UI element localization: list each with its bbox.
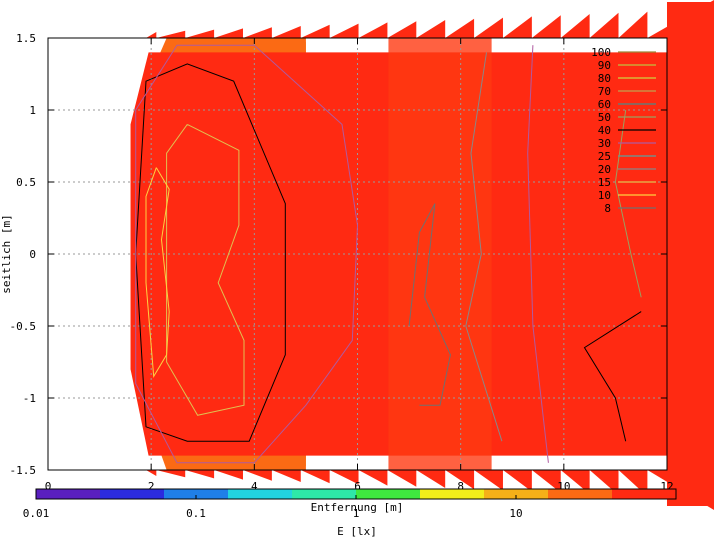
y-tick-label: 1.5 [16, 32, 36, 45]
colorbar-tick-label: 0.1 [186, 507, 206, 520]
colorbar-segment [228, 489, 293, 499]
colorbar-tick-label: 10 [509, 507, 522, 520]
x-axis-label: Entfernung [m] [311, 501, 404, 514]
y-tick-label: -1 [23, 392, 36, 405]
y-tick-label: 0.5 [16, 176, 36, 189]
y-axis-label: seitlich [m] [0, 214, 13, 293]
x-tick-label: 2 [148, 480, 155, 493]
colorbar-tick-label: 1 [353, 507, 360, 520]
colorbar-segment [292, 489, 357, 499]
legend-entry-label: 100 [591, 46, 611, 59]
legend-entry-label: 10 [598, 189, 611, 202]
legend-entry-label: 30 [598, 137, 611, 150]
contour-line-20 [465, 52, 503, 442]
legend-entry-label: 15 [598, 176, 611, 189]
colorbar-segment [164, 489, 229, 499]
colorbar-segment [484, 489, 549, 499]
colorbar-segment [612, 489, 677, 499]
plot-grid [48, 38, 667, 470]
y-tick-label: -0.5 [10, 320, 37, 333]
legend-entry-label: 25 [598, 150, 611, 163]
axis-ticks: 1.510.50-0.5-1-1.50 2 4 6 8 10 12 [10, 32, 674, 493]
heatmap-top-edge [146, 0, 714, 38]
legend-entry-label: 40 [598, 124, 611, 137]
heatmap-band [388, 38, 492, 470]
colorbar-segment [548, 489, 613, 499]
heatmap-right-edge [667, 2, 714, 506]
colorbar-label: E [lx] [337, 525, 377, 538]
colorbar-segment [356, 489, 421, 499]
x-tick-label: 0 [45, 480, 52, 493]
y-tick-label: 0 [29, 248, 36, 261]
contour-line-15 [166, 123, 245, 416]
contour-line-40 [135, 63, 286, 442]
legend-entry-label: 70 [598, 85, 611, 98]
y-tick-label: 1 [29, 104, 36, 117]
legend-entry-label: 60 [598, 98, 611, 111]
contour-line-40 [583, 311, 642, 442]
colorbar-segment [100, 489, 165, 499]
colorbar-segment [36, 489, 101, 499]
contour-line-30 [135, 44, 359, 464]
contour-line-50 [614, 109, 642, 298]
legend-entry-label: 20 [598, 163, 611, 176]
colorbar: 0.01 0.1 1 10 [23, 488, 677, 520]
x-tick-label: 6 [354, 480, 361, 493]
heatmap-bottom-edge [146, 470, 714, 510]
legend-entry-label: 90 [598, 59, 611, 72]
heatmap-fill [130, 0, 714, 510]
contour-line-10 [145, 167, 170, 378]
x-tick-label: 8 [457, 480, 464, 493]
contour-line-8 [408, 203, 451, 406]
colorbar-segment [420, 489, 485, 499]
legend-entry-label: 8 [604, 202, 611, 215]
legend-entry-label: 50 [598, 111, 611, 124]
y-tick-label: -1.5 [10, 464, 37, 477]
isoline-layer [135, 44, 642, 464]
legend-entry-label: 80 [598, 72, 611, 85]
contour-line-30 [527, 45, 549, 463]
colorbar-tick-label: 0.01 [23, 507, 50, 520]
x-tick-label: 4 [251, 480, 258, 493]
